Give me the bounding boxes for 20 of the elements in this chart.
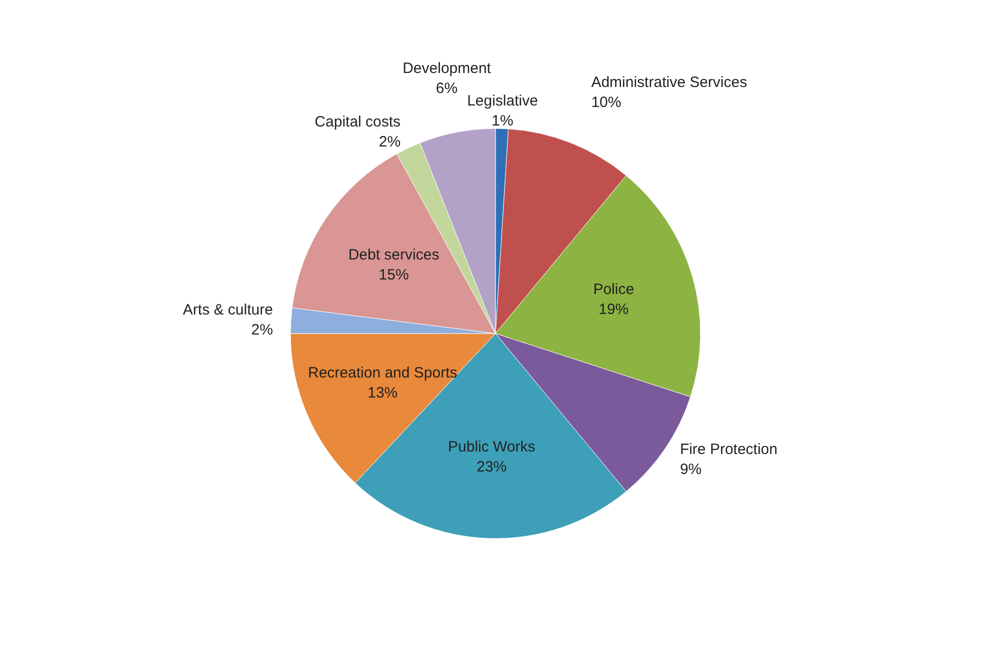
data-label: 9%: [680, 460, 702, 478]
data-label: 6%: [436, 80, 458, 98]
data-label: 15%: [378, 266, 409, 284]
slice-label: Fire Protection: [680, 440, 778, 458]
data-label: 13%: [368, 384, 398, 402]
slice-label: Development: [402, 60, 492, 78]
slice-label: Administrative Services: [591, 74, 748, 91]
data-label: 1%: [492, 112, 514, 130]
data-label: 19%: [598, 301, 629, 318]
slice-label: Capital costs: [314, 114, 401, 131]
data-label: 23%: [476, 458, 507, 476]
slice-label: Recreation and Sports: [308, 364, 458, 382]
data-label: 10%: [591, 94, 622, 111]
slice-label: Debt services: [348, 246, 440, 264]
data-label: 2%: [378, 134, 401, 151]
slice-label: Arts & culture: [182, 302, 273, 318]
data-label: 2%: [251, 322, 273, 338]
slice-label: Police: [593, 281, 634, 298]
slice-label: Public Works: [448, 438, 536, 456]
slice-label: Legislative: [467, 92, 538, 110]
